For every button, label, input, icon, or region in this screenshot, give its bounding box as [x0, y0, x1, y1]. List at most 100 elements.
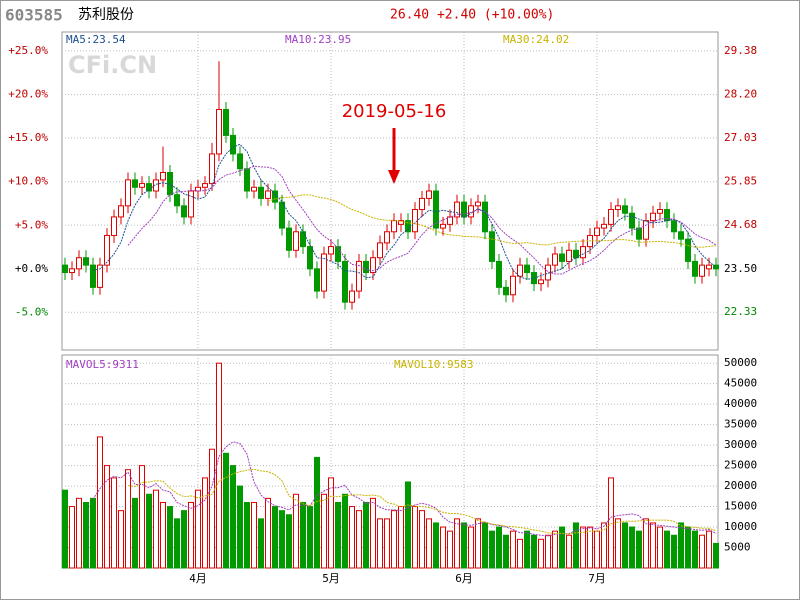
- candle-body: [594, 227, 600, 236]
- volume-bar: [265, 497, 271, 569]
- price-panel: [61, 31, 719, 351]
- y2-tick-label: +5.0%: [15, 218, 48, 231]
- volume-bar: [510, 530, 516, 569]
- volume-bar: [608, 477, 614, 569]
- candle-body: [223, 108, 229, 136]
- candle-body: [293, 231, 299, 251]
- x-tick-label: 5月: [322, 572, 340, 585]
- candle-body: [398, 220, 404, 225]
- candle-body: [76, 257, 82, 270]
- candle-body: [489, 231, 495, 262]
- candle-body: [132, 179, 138, 188]
- volume-bar: [573, 522, 579, 569]
- volume-bar: [685, 526, 691, 569]
- volume-bar: [419, 510, 425, 569]
- volume-bar: [307, 506, 313, 569]
- volume-bar: [342, 493, 348, 569]
- volume-tick-label: 35000: [724, 418, 757, 431]
- candle-body: [685, 238, 691, 262]
- candle-body: [328, 246, 334, 255]
- volume-ma-label: MAVOL10:9583: [394, 358, 473, 371]
- candle-body: [496, 260, 502, 288]
- candle-body: [216, 108, 222, 155]
- candle-body: [440, 223, 446, 229]
- volume-bar: [622, 522, 628, 569]
- volume-bar: [454, 518, 460, 569]
- y2-tick-label: +20.0%: [8, 88, 48, 101]
- volume-bar: [475, 518, 481, 569]
- candle-body: [622, 205, 628, 214]
- volume-bar: [349, 506, 355, 569]
- volume-bar: [209, 448, 215, 569]
- candle-body: [230, 134, 236, 155]
- volume-ma-line: [92, 441, 717, 537]
- volume-bar: [531, 534, 537, 569]
- annotation-arrowhead: [388, 170, 400, 184]
- volume-bar: [293, 493, 299, 569]
- candle-body: [608, 209, 614, 225]
- x-tick-label: 4月: [189, 572, 207, 585]
- candle-body: [615, 205, 621, 211]
- volume-bar: [174, 518, 180, 569]
- volume-bar: [524, 530, 530, 569]
- candle-body: [188, 190, 194, 218]
- candle-body: [104, 234, 110, 266]
- ma-label: MA5:23.54: [66, 33, 126, 46]
- candle-body: [391, 220, 397, 233]
- volume-bar: [468, 526, 474, 569]
- candle-body: [384, 231, 390, 244]
- candle-body: [454, 201, 460, 218]
- candle-body: [349, 290, 355, 303]
- volume-bar: [384, 518, 390, 569]
- volume-bar: [258, 518, 264, 569]
- volume-bar: [328, 477, 334, 569]
- candle-body: [713, 264, 719, 270]
- candle-body: [279, 201, 285, 229]
- volume-bar: [657, 526, 663, 569]
- candle-body: [139, 183, 145, 188]
- volume-bar: [146, 493, 152, 569]
- ma-line: [127, 165, 717, 275]
- volume-bar: [195, 489, 201, 569]
- volume-tick-label: 40000: [724, 397, 757, 410]
- volume-bar: [398, 506, 404, 569]
- candle-body: [475, 201, 481, 207]
- candle-body: [552, 253, 558, 266]
- candle-body: [433, 190, 439, 229]
- volume-bar: [335, 501, 341, 569]
- volume-bar: [300, 501, 306, 569]
- candle-body: [559, 253, 565, 262]
- volume-bar: [426, 518, 432, 569]
- volume-bar: [377, 518, 383, 569]
- volume-bar: [615, 518, 621, 569]
- volume-bar: [440, 526, 446, 569]
- volume-bar: [167, 506, 173, 569]
- x-tick-label: 7月: [588, 572, 606, 585]
- y2-tick-label: +10.0%: [8, 175, 48, 188]
- volume-bar: [391, 510, 397, 569]
- volume-bar: [587, 526, 593, 569]
- y-tick-label: 28.20: [724, 88, 757, 101]
- y-tick-label: 24.68: [724, 218, 757, 231]
- y2-tick-label: +0.0%: [15, 262, 48, 275]
- volume-bar: [671, 534, 677, 569]
- candle-body: [237, 153, 243, 170]
- y-tick-label: 23.50: [724, 262, 757, 275]
- y2-tick-label: -5.0%: [15, 305, 48, 318]
- volume-bar: [83, 501, 89, 569]
- volume-bar: [405, 481, 411, 569]
- volume-bar: [482, 522, 488, 569]
- candle-body: [258, 186, 264, 199]
- volume-bar: [237, 485, 243, 569]
- candle-body: [426, 190, 432, 199]
- candle-body: [174, 194, 180, 207]
- volume-bar: [447, 530, 453, 569]
- candle-body: [69, 268, 75, 274]
- candle-body: [461, 201, 467, 218]
- y-tick-label: 29.38: [724, 44, 757, 57]
- candle-body: [510, 275, 516, 296]
- volume-bar: [706, 530, 712, 569]
- candle-body: [405, 220, 411, 233]
- candle-body: [419, 197, 425, 211]
- volume-bar: [160, 501, 166, 569]
